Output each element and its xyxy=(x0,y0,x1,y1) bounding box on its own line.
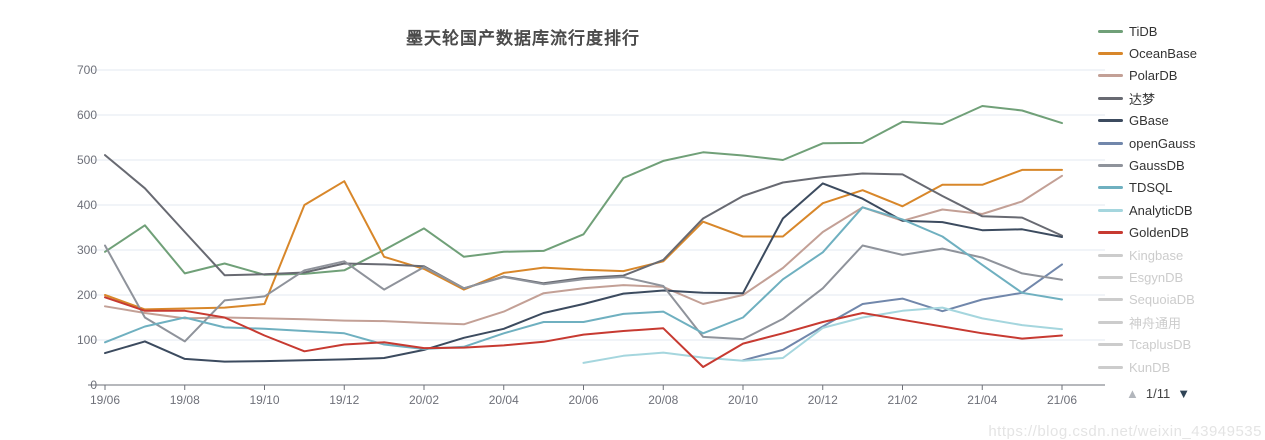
watermark: https://blog.csdn.net/weixin_43949535 xyxy=(988,423,1262,440)
series-line-openGauss[interactable] xyxy=(742,263,1063,362)
y-tick-label: 200 xyxy=(77,288,97,302)
legend-item-GaussDB[interactable]: GaussDB xyxy=(1098,154,1258,176)
legend-marker xyxy=(1098,231,1123,235)
legend-marker xyxy=(1098,186,1123,190)
legend-item-label: TDSQL xyxy=(1129,180,1173,196)
legend-marker xyxy=(1098,343,1123,347)
legend-marker xyxy=(1098,253,1123,257)
legend-item-OceanBase[interactable]: OceanBase xyxy=(1098,42,1258,64)
legend-item-KunDB[interactable]: KunDB xyxy=(1098,356,1258,378)
legend-item-TDSQL[interactable]: TDSQL xyxy=(1098,177,1258,199)
legend-item-SequoiaDB[interactable]: SequoiaDB xyxy=(1098,289,1258,311)
legend-item-EsgynDB[interactable]: EsgynDB xyxy=(1098,266,1258,288)
legend-item-label: GBase xyxy=(1129,113,1169,129)
series-line-达梦[interactable] xyxy=(104,154,1063,290)
x-tick-label: 20/06 xyxy=(568,393,598,407)
legend-item-label: openGauss xyxy=(1129,135,1196,151)
legend-page-up-icon[interactable]: ▲ xyxy=(1126,386,1139,402)
legend-item-GBase[interactable]: GBase xyxy=(1098,110,1258,132)
legend-marker xyxy=(1098,52,1123,56)
x-tick-label: 19/12 xyxy=(329,393,359,407)
series-line-OceanBase[interactable] xyxy=(104,168,1063,311)
x-tick-label: 20/12 xyxy=(808,393,838,407)
x-tick-label: 21/02 xyxy=(887,393,917,407)
y-tick-label: 600 xyxy=(77,108,97,122)
series-line-TiDB[interactable] xyxy=(104,105,1063,276)
legend-item-label: Kingbase xyxy=(1129,247,1184,263)
y-tick-label: 500 xyxy=(77,153,97,167)
legend-marker xyxy=(1098,164,1123,168)
legend-marker xyxy=(1098,141,1123,145)
legend-marker xyxy=(1098,96,1123,100)
legend-item-label: KunDB xyxy=(1129,359,1171,375)
legend-marker xyxy=(1098,298,1123,302)
y-tick-label: 100 xyxy=(77,333,97,347)
y-tick-label: 400 xyxy=(77,198,97,212)
series-line-GoldenDB[interactable] xyxy=(104,296,1063,368)
legend-marker xyxy=(1098,74,1123,78)
series-line-GaussDB[interactable] xyxy=(104,244,1063,343)
legend-marker xyxy=(1098,208,1123,212)
legend-item-TcaplusDB[interactable]: TcaplusDB xyxy=(1098,333,1258,355)
legend-item-label: 达梦 xyxy=(1129,91,1156,107)
legend-item-label: SequoiaDB xyxy=(1129,292,1195,308)
x-tick-label: 21/06 xyxy=(1047,393,1077,407)
x-tick-label: 19/06 xyxy=(90,393,120,407)
series-line-AnalyticDB[interactable] xyxy=(582,306,1063,364)
x-tick-label: 19/08 xyxy=(170,393,200,407)
legend-item-Kingbase[interactable]: Kingbase xyxy=(1098,244,1258,266)
legend-item-label: 神舟通用 xyxy=(1129,315,1182,331)
y-tick-label: 700 xyxy=(77,63,97,77)
legend-item-label: GoldenDB xyxy=(1129,225,1189,241)
legend-item-神舟通用[interactable]: 神舟通用 xyxy=(1098,311,1258,333)
legend-item-TiDB[interactable]: TiDB xyxy=(1098,20,1258,42)
legend-item-AnalyticDB[interactable]: AnalyticDB xyxy=(1098,199,1258,221)
legend-item-GoldenDB[interactable]: GoldenDB xyxy=(1098,222,1258,244)
legend-page-down-icon[interactable]: ▼ xyxy=(1177,386,1191,402)
x-tick-label: 20/02 xyxy=(409,393,439,407)
legend-item-label: TcaplusDB xyxy=(1129,337,1192,353)
y-tick-label: 0 xyxy=(90,378,97,392)
series-line-GBase[interactable] xyxy=(104,182,1063,363)
legend-marker xyxy=(1098,365,1123,369)
legend-item-label: TiDB xyxy=(1129,23,1158,39)
legend-item-PolarDB[interactable]: PolarDB xyxy=(1098,65,1258,87)
series-line-TDSQL[interactable] xyxy=(104,206,1063,350)
legend-pager: ▲ 1/11 ▼ xyxy=(1126,386,1258,401)
legend-marker xyxy=(1098,275,1123,279)
legend-item-label: EsgynDB xyxy=(1129,269,1184,285)
legend-item-label: OceanBase xyxy=(1129,46,1197,62)
legend-marker xyxy=(1098,119,1123,123)
legend-page-indicator: 1/11 xyxy=(1145,386,1171,402)
legend: TiDB OceanBase PolarDB 达梦 GBase openGauss Gaus… xyxy=(1098,20,1258,401)
x-tick-label: 21/04 xyxy=(967,393,997,407)
x-tick-label: 20/08 xyxy=(648,393,678,407)
legend-item-label: AnalyticDB xyxy=(1129,202,1193,218)
legend-item-openGauss[interactable]: openGauss xyxy=(1098,132,1258,154)
x-tick-label: 20/04 xyxy=(489,393,519,407)
legend-marker xyxy=(1098,29,1123,33)
legend-item-label: GaussDB xyxy=(1129,158,1185,174)
legend-items: TiDB OceanBase PolarDB 达梦 GBase openGauss Gaus… xyxy=(1098,20,1258,378)
y-tick-label: 300 xyxy=(77,243,97,257)
legend-item-label: PolarDB xyxy=(1129,68,1178,84)
x-tick-label: 19/10 xyxy=(249,393,279,407)
x-tick-label: 20/10 xyxy=(728,393,758,407)
legend-item-达梦[interactable]: 达梦 xyxy=(1098,87,1258,109)
legend-marker xyxy=(1098,320,1123,324)
chart-title: 墨天轮国产数据库流行度排行 xyxy=(406,29,640,48)
